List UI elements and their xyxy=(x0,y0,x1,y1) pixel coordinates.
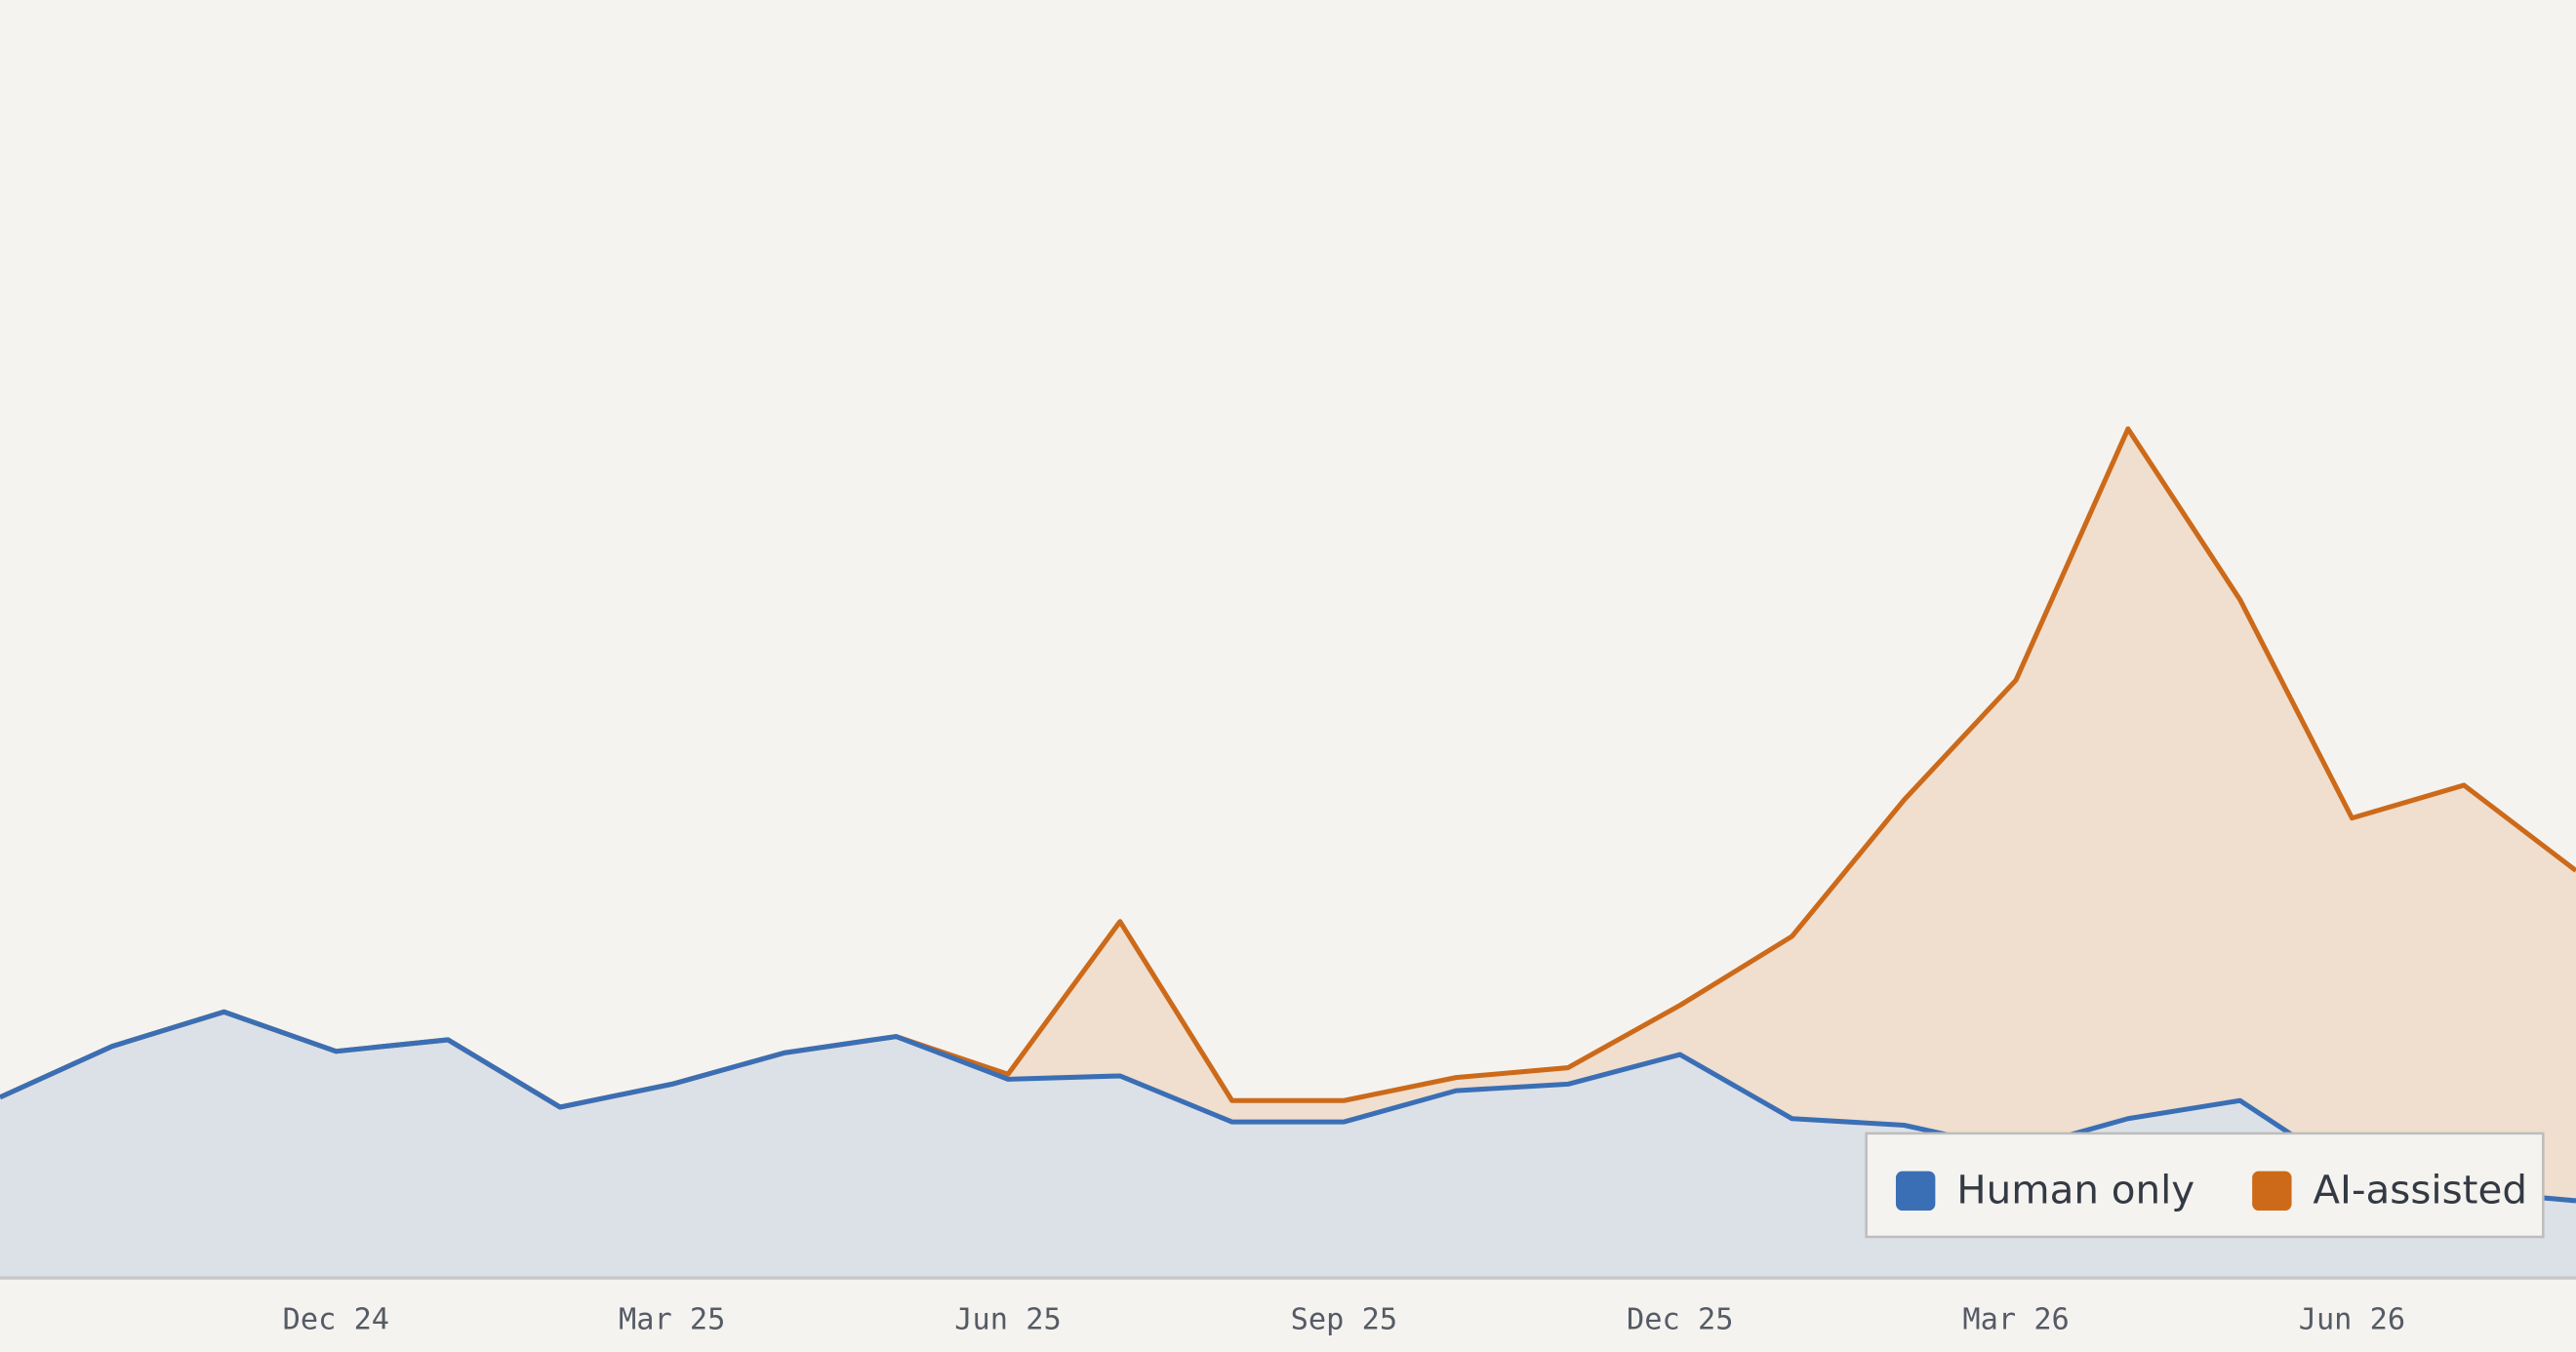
legend-label: AI-assisted xyxy=(2313,1167,2527,1213)
x-tick-label: Jun 26 xyxy=(2299,1302,2405,1336)
area-fill xyxy=(0,428,2576,1201)
legend-box xyxy=(1865,1132,2545,1239)
legend: Human only AI-assisted xyxy=(1865,1132,2545,1239)
x-tick-label: Mar 26 xyxy=(1962,1302,2069,1336)
x-tick-label: Sep 25 xyxy=(1291,1302,1397,1336)
area-line xyxy=(0,1009,2576,1204)
x-tick-label: Dec 25 xyxy=(1627,1302,1733,1336)
x-tick-label: Jun 25 xyxy=(954,1302,1061,1336)
legend-swatch xyxy=(2252,1171,2292,1212)
x-tick-label: Dec 24 xyxy=(283,1302,389,1336)
legend-label: Human only xyxy=(1956,1167,2194,1213)
legend-swatch xyxy=(1895,1171,1936,1212)
x-tick-label: Mar 25 xyxy=(619,1302,725,1336)
